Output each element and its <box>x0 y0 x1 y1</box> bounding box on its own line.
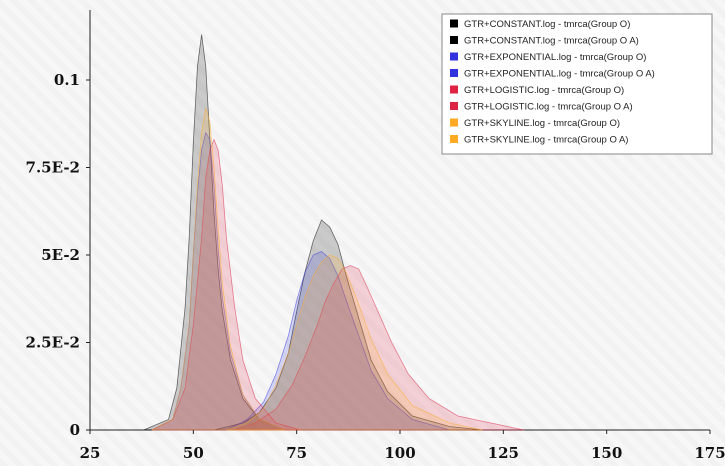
legend-swatch <box>450 19 458 28</box>
legend-label: GTR+SKYLINE.log - tmrca(Group O A) <box>464 135 628 146</box>
x-tick-label: 125 <box>488 444 519 462</box>
legend-swatch <box>450 102 458 110</box>
series-area-5 <box>151 138 301 431</box>
legend-swatch <box>450 85 458 94</box>
legend-label: GTR+EXPONENTIAL.log - tmrca(Group O) <box>464 52 646 63</box>
legend: GTR+CONSTANT.log - tmrca(Group O) GTR+CON… <box>441 13 713 155</box>
series-area-1 <box>143 34 285 431</box>
series-area-6 <box>234 265 525 431</box>
series-layer <box>143 34 525 431</box>
legend-swatch <box>450 135 458 143</box>
legend-label: GTR+CONSTANT.log - tmrca(Group O A) <box>464 36 639 47</box>
x-tick-label: 75 <box>286 444 307 462</box>
legend-box <box>441 13 713 155</box>
legend-label: GTR+SKYLINE.log - tmrca(Group O) <box>464 118 620 129</box>
legend-swatch <box>450 118 458 127</box>
x-tick-label: 100 <box>384 444 415 462</box>
x-tick-label: 25 <box>80 444 101 462</box>
y-tick-label: 5E-2 <box>41 246 80 264</box>
x-tick-label: 175 <box>694 444 725 462</box>
legend-label: GTR+EXPONENTIAL.log - tmrca(Group O A) <box>464 69 655 80</box>
x-tick-label: 150 <box>591 444 622 462</box>
x-tick-label: 50 <box>183 444 204 462</box>
legend-label: GTR+LOGISTIC.log - tmrca(Group O) <box>464 85 624 96</box>
legend-swatch <box>450 52 458 61</box>
series-area-7 <box>151 107 285 431</box>
legend-label: GTR+LOGISTIC.log - tmrca(Group O A) <box>464 102 633 113</box>
y-tick-label: 7.5E-2 <box>26 159 80 177</box>
y-tick-label: 0.1 <box>54 71 80 89</box>
legend-swatch <box>450 69 458 77</box>
series-area-4 <box>226 251 450 431</box>
axis-layer: 25 50 75 100 125 150 175 0 2.5E-2 5E-2 7.5E-2 0.1 <box>26 71 725 462</box>
series-area-8 <box>226 254 483 431</box>
y-tick-label: 0 <box>70 421 80 439</box>
legend-label: GTR+CONSTANT.log - tmrca(Group O) <box>464 19 630 30</box>
legend-swatch <box>450 36 458 44</box>
series-area-2 <box>213 219 483 431</box>
y-tick-label: 2.5E-2 <box>26 334 80 352</box>
